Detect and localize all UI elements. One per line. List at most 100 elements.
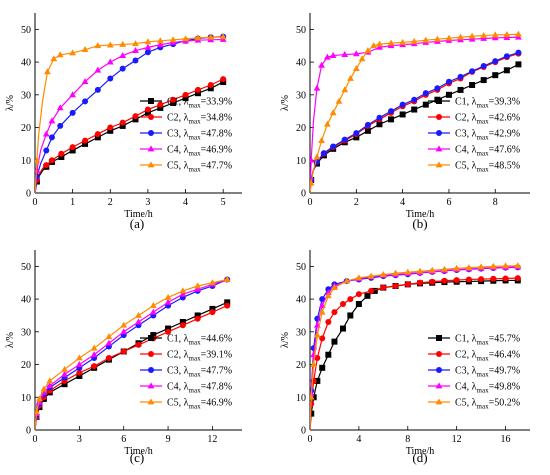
x-tick-label: 16 (501, 434, 511, 445)
data-point-c5 (69, 49, 77, 56)
y-tick-label: 0 (301, 426, 306, 437)
data-point-c5 (331, 284, 338, 291)
legend: C1, λmax=45.7% C2, λmax=46.4% C3, λmax=49.… (428, 334, 520, 411)
data-point-c5 (219, 33, 227, 40)
data-point-c3 (399, 101, 406, 108)
data-point-c5 (433, 35, 441, 42)
y-tick-label: 0 (26, 426, 31, 437)
data-point-c5 (94, 42, 102, 49)
data-point-c2 (478, 276, 485, 283)
data-point-c3 (469, 68, 476, 75)
data-point-c3 (364, 121, 371, 128)
series-line-c5 (310, 265, 518, 430)
y-axis-label: λ/% (280, 95, 291, 111)
data-point-c5 (502, 262, 509, 269)
data-point-c5 (358, 55, 366, 62)
legend-swatch-marker (148, 98, 154, 104)
data-point-c5 (477, 263, 485, 270)
data-point-c5 (341, 86, 349, 93)
data-point-c3 (445, 78, 452, 85)
x-tick-label: 0 (33, 197, 38, 208)
x-axis-label: Time/h (124, 209, 153, 220)
legend-swatch-marker (436, 367, 442, 373)
data-point-c4 (352, 50, 360, 57)
y-axis-label: λ/% (280, 332, 291, 348)
data-point-c5 (144, 38, 152, 45)
data-point-c3 (515, 49, 522, 56)
data-point-c3 (480, 63, 487, 70)
data-point-c1 (331, 338, 338, 345)
legend-swatch-marker (435, 398, 443, 405)
data-point-c1 (371, 287, 378, 294)
data-point-c3 (388, 108, 395, 115)
data-point-c5 (209, 279, 216, 286)
plot-area (310, 30, 522, 193)
data-point-c2 (194, 315, 201, 322)
data-point-c5 (428, 266, 436, 273)
x-tick-label: 0 (33, 434, 38, 445)
data-point-c5 (399, 38, 407, 45)
data-point-c2 (209, 309, 216, 316)
legend-swatch-marker (148, 114, 154, 120)
data-point-c1 (399, 111, 406, 118)
data-point-c2 (135, 341, 142, 348)
chart-panel-1: 0 10 20 30 40 50 0 1 2 3 4 5 Time/h λ/% (a) C1, λmax=33… (5, 13, 242, 231)
legend: C1, λmax=33.9% C2, λmax=34.8% C3, λmax=47.… (140, 97, 232, 174)
data-point-c2 (380, 284, 387, 291)
data-point-c2 (194, 86, 201, 93)
data-point-c5 (179, 287, 187, 294)
data-point-c2 (502, 275, 509, 282)
data-point-c2 (429, 278, 436, 285)
data-point-c1 (107, 127, 114, 134)
data-point-c5 (364, 47, 372, 54)
data-point-c5 (404, 268, 412, 275)
legend-swatch-marker (436, 130, 442, 136)
data-point-c5 (318, 308, 326, 315)
data-point-c5 (410, 37, 418, 44)
legend-swatch-marker (148, 351, 154, 357)
data-point-c5 (335, 97, 343, 104)
data-point-c4 (179, 290, 187, 297)
data-point-c4 (61, 370, 68, 377)
data-point-c1 (492, 72, 499, 79)
data-point-c1 (76, 373, 83, 379)
data-point-c4 (144, 43, 152, 50)
data-point-c3 (107, 75, 114, 82)
data-point-c5 (90, 344, 98, 351)
data-point-c2 (144, 106, 151, 113)
y-tick-label: 50 (21, 262, 31, 273)
legend-entry-c2: C2, λmax=39.1% (167, 350, 232, 363)
data-point-c2 (207, 82, 214, 88)
data-point-c2 (82, 137, 89, 144)
x-axis-label: Time/h (406, 209, 435, 220)
data-point-c4 (376, 43, 383, 50)
data-point-c2 (170, 96, 177, 103)
y-tick-label: 30 (21, 327, 31, 338)
data-point-c3 (319, 296, 326, 303)
data-point-c5 (50, 55, 58, 62)
data-point-c3 (492, 58, 499, 65)
data-point-c1 (411, 106, 418, 113)
data-point-c1 (503, 67, 510, 74)
data-point-c1 (355, 301, 362, 307)
legend-swatch-marker (148, 130, 154, 136)
data-point-c5 (182, 35, 189, 42)
data-point-c1 (182, 95, 189, 102)
data-point-c4 (318, 61, 325, 68)
data-point-c3 (353, 130, 360, 137)
data-point-c4 (164, 298, 172, 305)
data-point-c4 (56, 104, 64, 111)
data-point-c1 (340, 325, 346, 332)
chart-panel-3: 0 10 20 30 40 50 0 3 6 9 12 Time/h λ/% (c) C1, λmax=44… (5, 250, 242, 465)
data-point-c1 (353, 134, 360, 141)
data-point-c1 (319, 364, 326, 371)
panel-caption: (c) (130, 450, 144, 465)
data-point-c3 (57, 122, 64, 129)
legend-entry-c4: C4, λmax=49.8% (455, 382, 520, 395)
data-point-c1 (325, 351, 332, 358)
data-point-c1 (207, 85, 214, 92)
data-point-c2 (465, 276, 472, 283)
data-point-c5 (318, 137, 325, 144)
x-tick-label: 4 (183, 197, 188, 208)
x-tick-label: 0 (308, 197, 313, 208)
